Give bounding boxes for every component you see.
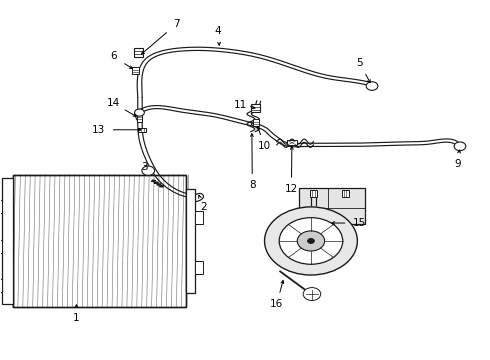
Bar xyxy=(299,188,365,224)
Circle shape xyxy=(308,238,315,243)
Text: 3: 3 xyxy=(142,162,148,172)
Circle shape xyxy=(297,231,325,251)
Text: 12: 12 xyxy=(285,184,298,194)
Circle shape xyxy=(135,109,145,116)
Text: 14: 14 xyxy=(106,98,120,108)
Bar xyxy=(134,48,144,57)
Bar xyxy=(13,175,186,307)
Text: 10: 10 xyxy=(258,141,271,151)
Circle shape xyxy=(265,207,357,275)
Bar xyxy=(2,178,13,304)
Text: 6: 6 xyxy=(110,51,117,61)
Text: 2: 2 xyxy=(200,202,207,212)
Text: 5: 5 xyxy=(357,58,363,68)
Text: 9: 9 xyxy=(454,159,461,169)
Bar xyxy=(137,115,143,122)
Circle shape xyxy=(303,288,321,301)
Circle shape xyxy=(142,166,155,175)
Bar xyxy=(139,128,147,132)
Text: 8: 8 xyxy=(249,180,256,190)
Bar xyxy=(342,190,349,197)
Text: 4: 4 xyxy=(215,26,221,36)
Bar xyxy=(253,120,259,126)
Circle shape xyxy=(454,142,466,150)
Circle shape xyxy=(366,82,378,90)
Bar xyxy=(195,211,203,224)
Bar xyxy=(310,190,317,197)
Bar xyxy=(0,201,2,213)
Bar xyxy=(186,189,195,293)
Text: 15: 15 xyxy=(353,218,367,228)
Text: 1: 1 xyxy=(73,313,80,323)
Bar xyxy=(0,240,2,253)
Bar xyxy=(287,140,297,145)
Text: 11: 11 xyxy=(234,100,247,110)
Bar xyxy=(13,175,186,307)
Bar xyxy=(132,67,139,74)
Text: 13: 13 xyxy=(92,125,105,135)
Text: 16: 16 xyxy=(270,299,283,309)
Circle shape xyxy=(279,218,343,264)
Bar xyxy=(251,104,260,112)
Bar xyxy=(0,279,2,292)
Bar xyxy=(195,261,203,274)
Text: 7: 7 xyxy=(173,19,180,29)
